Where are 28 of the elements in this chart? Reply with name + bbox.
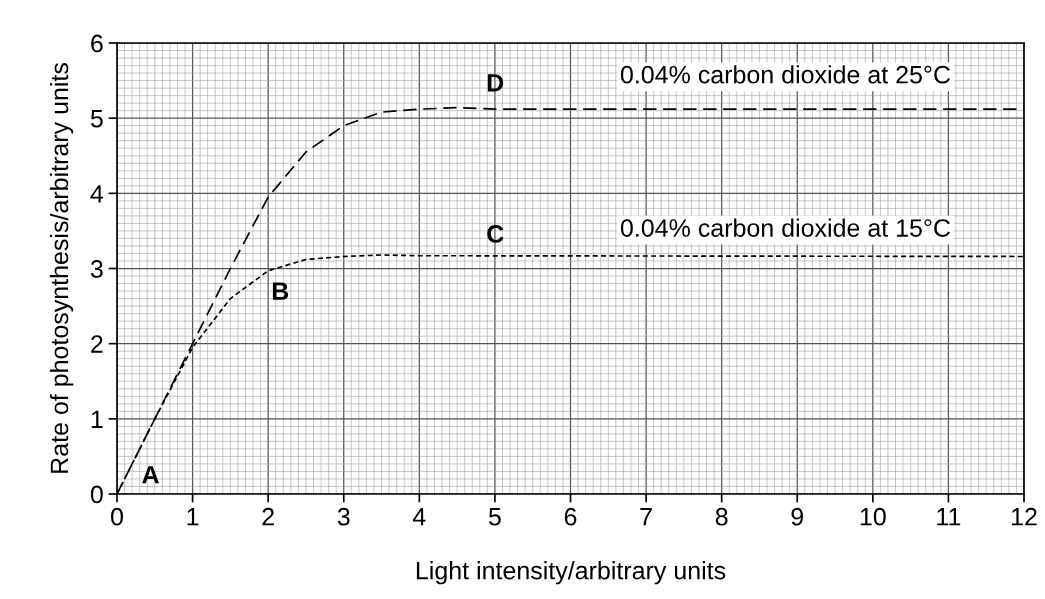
annotation: D bbox=[487, 74, 504, 92]
y-tick-label: 3 bbox=[90, 260, 103, 278]
x-tick-label: 1 bbox=[187, 508, 199, 526]
annotation: A bbox=[142, 466, 159, 484]
y-tick-label: 5 bbox=[90, 110, 103, 128]
annotation: B bbox=[272, 282, 289, 300]
x-tick-label: 3 bbox=[337, 507, 350, 526]
x-tick-label: 10 bbox=[860, 507, 886, 526]
x-tick-label: 2 bbox=[262, 507, 274, 526]
y-tick-label: 0 bbox=[90, 485, 103, 504]
y-tick-label: 4 bbox=[90, 185, 104, 203]
x-tick-label: 7 bbox=[640, 508, 652, 526]
annotation: C bbox=[487, 225, 504, 243]
x-axis-title: Light intensity/arbitrary units bbox=[416, 561, 726, 585]
x-tick-label: 5 bbox=[488, 508, 501, 526]
y-tick-label: 2 bbox=[91, 335, 103, 353]
x-tick-label: 12 bbox=[1012, 507, 1037, 526]
y-axis-title: Rate of photosynthesis/arbitrary units bbox=[49, 63, 74, 473]
x-tick-label: 9 bbox=[791, 507, 804, 526]
x-tick-label: 8 bbox=[715, 507, 728, 526]
y-tick-label: 6 bbox=[91, 34, 103, 53]
x-tick-label: 4 bbox=[412, 508, 426, 526]
x-tick-label: 0 bbox=[111, 507, 123, 526]
x-tick-label: 11 bbox=[937, 508, 961, 526]
annotation: 0.04% carbon dioxide at 15°C bbox=[620, 218, 951, 237]
annotation: 0.04% carbon dioxide at 25°C bbox=[620, 65, 951, 84]
x-tick-label: 6 bbox=[564, 507, 577, 526]
y-tick-label: 1 bbox=[91, 410, 103, 428]
